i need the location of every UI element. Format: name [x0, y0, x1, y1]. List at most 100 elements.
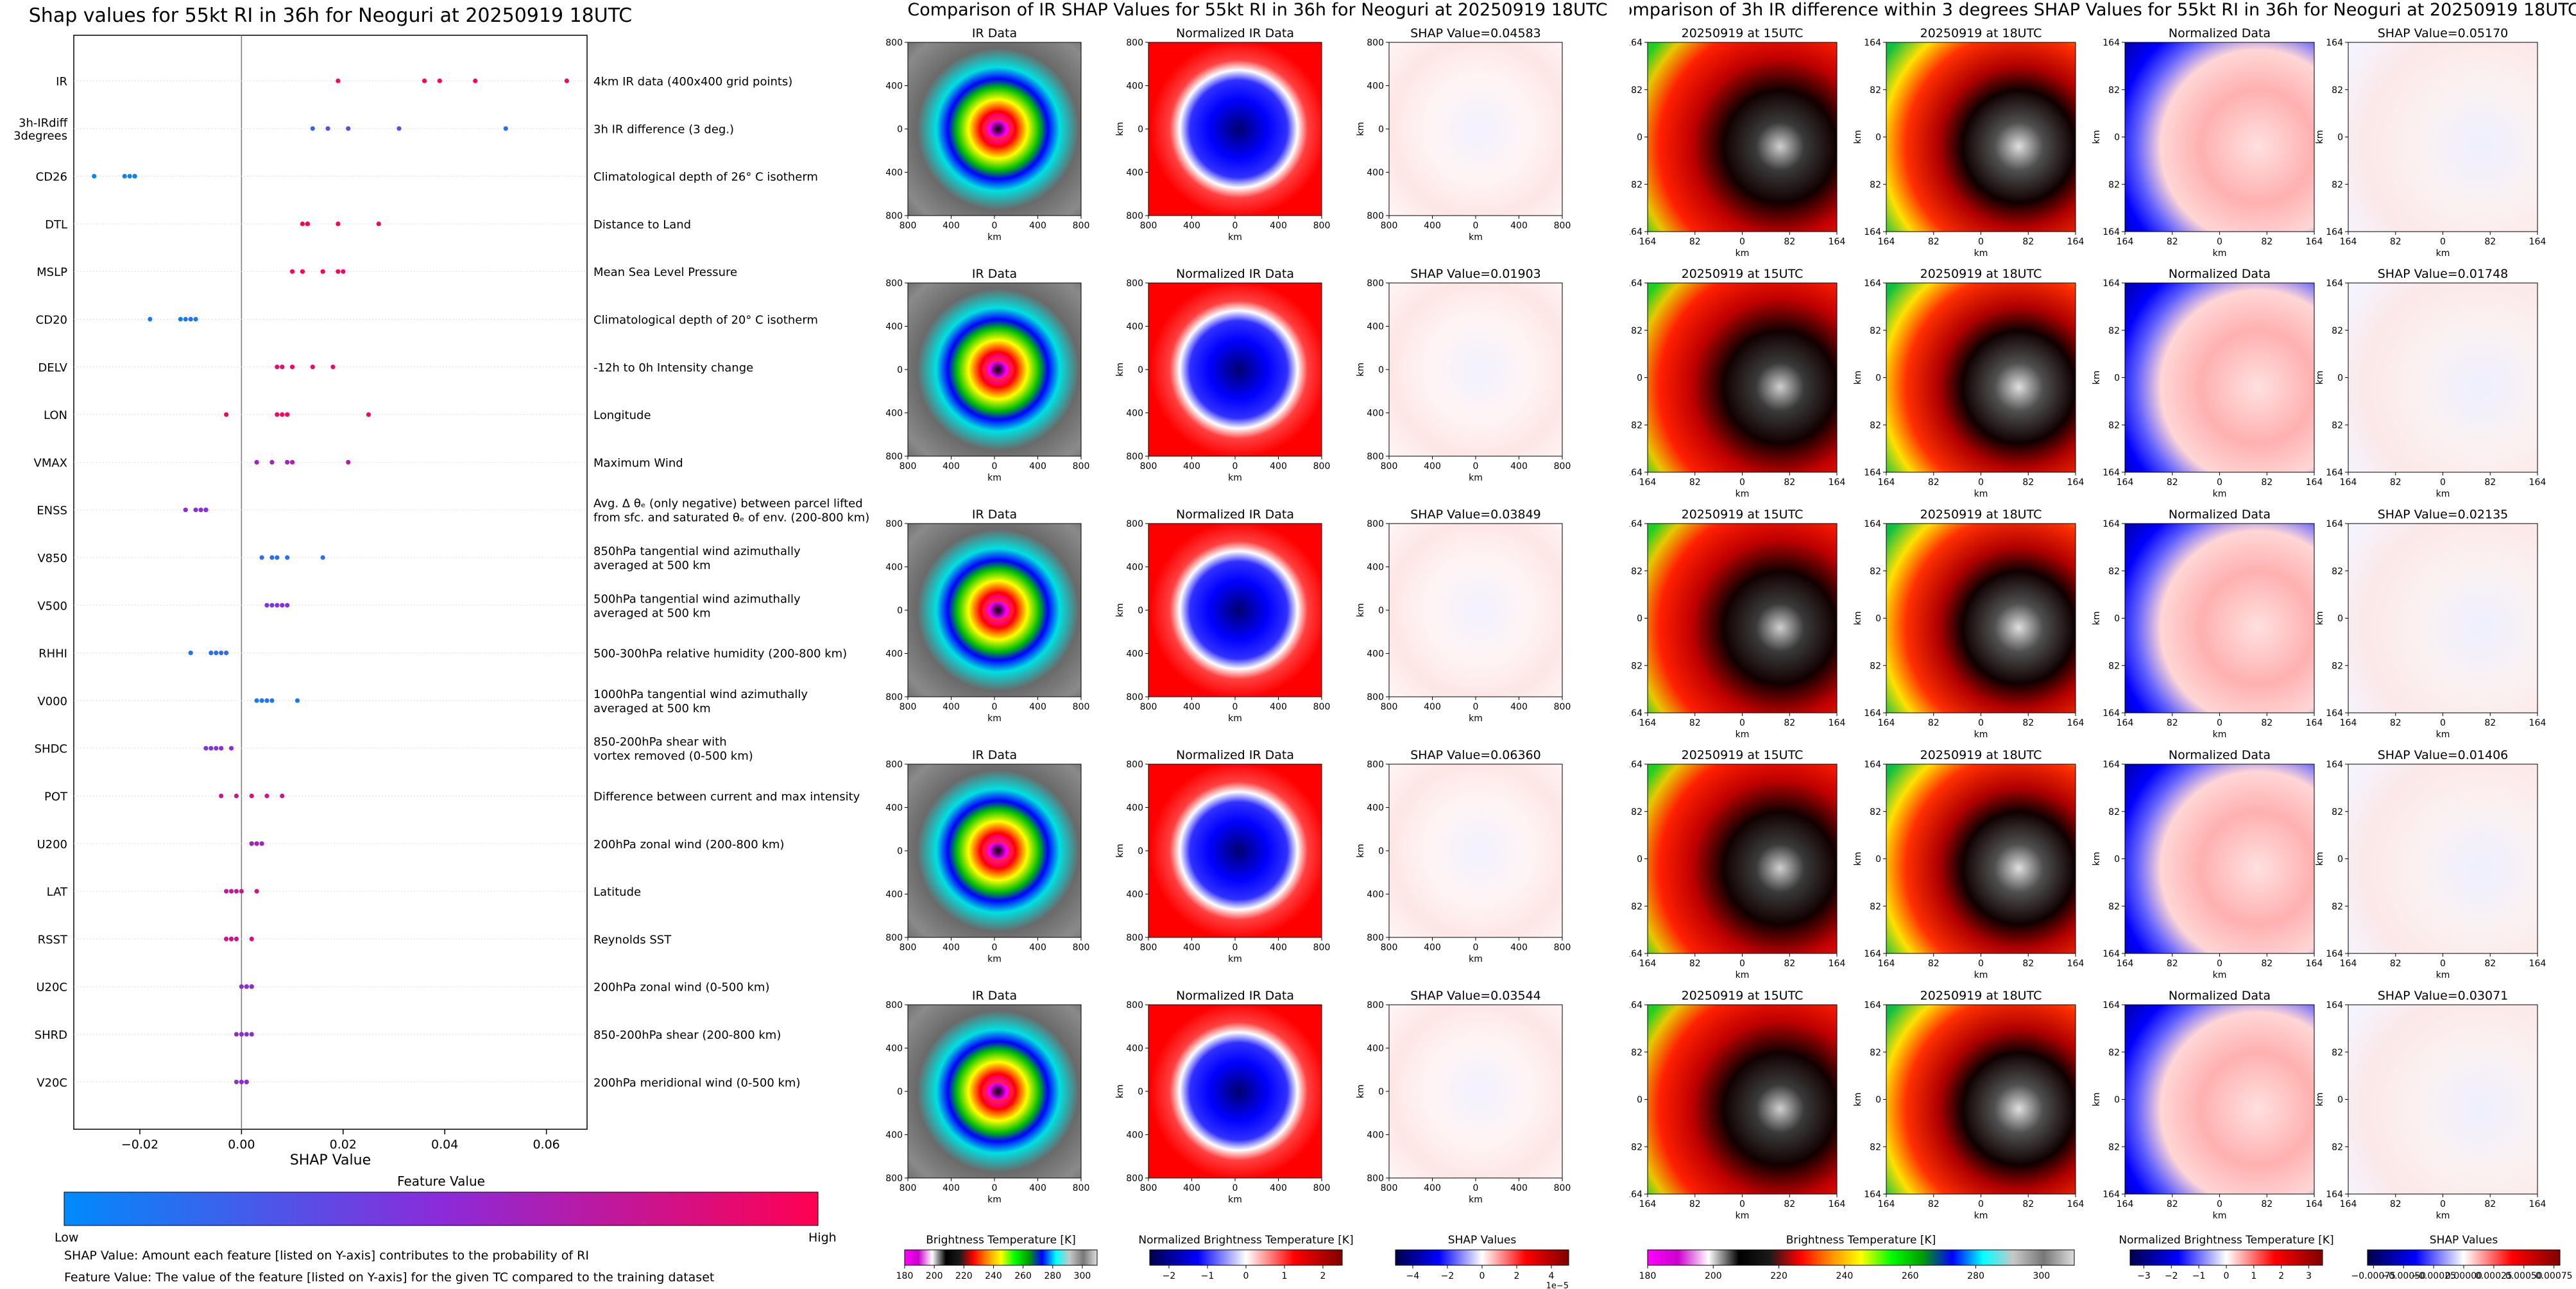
colorbar-tick-label: 300: [1074, 1271, 1091, 1281]
y-tick-label: 164: [1630, 227, 1642, 237]
shap-point: [473, 78, 478, 83]
y-tick-label: 164: [1630, 949, 1642, 959]
subplot-title: 20250919 at 15UTC: [1682, 989, 1804, 1003]
y-tick-label: 0: [897, 1087, 903, 1097]
y-tick-label: 82: [2332, 567, 2343, 577]
shap-point: [289, 364, 295, 370]
x-tick-label: 400: [943, 461, 960, 472]
x-tick-label: 0: [1978, 477, 1984, 488]
colorbar-tick-label: 0: [1243, 1271, 1249, 1281]
y-tick-label: 400: [1367, 322, 1384, 332]
x-tick-label: 164: [2067, 237, 2085, 247]
x-axis-label: km: [1974, 730, 1988, 740]
shap-point: [366, 412, 371, 417]
shap-point: [264, 698, 269, 703]
shap-point: [294, 698, 300, 703]
feature-name: LAT: [47, 885, 68, 899]
shap-point: [228, 889, 234, 894]
feature-description: 3h IR difference (3 deg.): [593, 123, 734, 136]
subplot-title: SHAP Value=0.02135: [2378, 508, 2509, 522]
shap-point: [280, 602, 285, 608]
feature-description: 200hPa zonal wind (200-800 km): [593, 838, 784, 851]
feature-name: V000: [37, 695, 67, 708]
x-tick-label: 82: [2261, 1199, 2273, 1209]
x-tick-label: 82: [2261, 477, 2273, 488]
shap-point: [275, 412, 280, 417]
feature-description: 850-200hPa shear with: [593, 735, 727, 749]
shap-point: [224, 936, 229, 941]
y-tick-label: 164: [2326, 1190, 2343, 1200]
shap-point: [437, 78, 442, 83]
x-tick-label: 400: [943, 943, 960, 953]
chart-title: Shap values for 55kt RI in 36h for Neogu…: [29, 4, 632, 27]
y-tick-label: 164: [2103, 278, 2120, 289]
y-tick-label: 400: [1367, 409, 1384, 419]
x-tick-label: 82: [2167, 237, 2178, 247]
y-tick-label: 82: [1631, 661, 1642, 671]
y-tick-label: 800: [885, 933, 903, 943]
x-tick-label: 82: [2390, 1199, 2401, 1209]
shap-point: [330, 364, 336, 370]
colorbar-tick-label: 0.00075: [2536, 1271, 2573, 1281]
x-axis-label: km: [1736, 730, 1750, 740]
subplot-title: SHAP Value=0.04583: [1410, 26, 1541, 40]
x-tick-label: 400: [1029, 943, 1046, 953]
x-axis-label: km: [1736, 489, 1750, 499]
colorbar-tick-label: 300: [2033, 1271, 2050, 1281]
x-axis-label: km: [1228, 232, 1242, 243]
x-tick-label: 400: [1424, 1183, 1441, 1193]
y-tick-label: 400: [1367, 81, 1384, 92]
x-tick-label: 800: [900, 221, 917, 231]
y-tick-label: 800: [1126, 452, 1143, 462]
x-axis-label: km: [1228, 473, 1242, 483]
x-tick-label: 800: [1313, 461, 1331, 472]
y-tick-label: 400: [885, 81, 903, 92]
y-tick-label: 400: [1126, 803, 1143, 814]
feature-description: averaged at 500 km: [593, 559, 711, 572]
x-tick-label: 82: [1689, 477, 1701, 488]
x-tick-label: 0: [2440, 718, 2446, 728]
colorbar-tick-label: −1: [1201, 1271, 1215, 1281]
y-tick-label: 400: [885, 322, 903, 332]
shap-point: [178, 316, 183, 322]
ir-shap-comparison: Comparison of IR SHAP Values for 55kt RI…: [885, 0, 1607, 1289]
colorbar-tick-label: −2: [2165, 1271, 2178, 1281]
x-tick-label: 800: [900, 702, 917, 712]
y-tick-label: 164: [2326, 1000, 2343, 1011]
colorbar-tick-label: 200: [926, 1271, 943, 1281]
x-axis-label: km: [1228, 954, 1242, 964]
colorbar-tick-label: 0.00000: [2445, 1271, 2482, 1281]
subplot-title: IR Data: [972, 267, 1017, 281]
image-map: [2125, 764, 2314, 953]
y-tick-label: 82: [1631, 1048, 1642, 1058]
x-tick-label: 164: [2306, 477, 2323, 488]
x-tick-label: 82: [2167, 477, 2178, 488]
x-tick-label: 164: [1639, 1199, 1657, 1209]
y-tick-label: 164: [1630, 760, 1642, 770]
image-map: [908, 524, 1081, 697]
x-tick-label: 0: [1233, 702, 1238, 712]
y-tick-label: 800: [885, 452, 903, 462]
shap-point: [219, 793, 224, 799]
x-tick-label: 82: [2484, 718, 2496, 728]
y-tick-label: 0: [1875, 1095, 1881, 1105]
feature-description: Climatological depth of 26° C isotherm: [593, 171, 818, 184]
x-axis-label: km: [2213, 730, 2227, 740]
y-tick-label: 82: [1870, 567, 1881, 577]
y-axis-label: km: [2092, 852, 2102, 866]
subplot-title: SHAP Value=0.03544: [1410, 989, 1541, 1003]
x-axis-label: km: [1228, 713, 1242, 724]
x-axis-label: km: [2436, 970, 2450, 980]
x-tick-label: 82: [2167, 1199, 2178, 1209]
y-tick-label: 0: [2337, 614, 2343, 624]
shap-point: [249, 936, 254, 941]
subplot-title: 20250919 at 15UTC: [1682, 508, 1804, 522]
x-axis-label: km: [1469, 713, 1483, 724]
colorbar-tick-label: 0.00050: [2505, 1271, 2543, 1281]
feature-name: DTL: [45, 218, 67, 232]
y-tick-label: 82: [2108, 180, 2120, 190]
y-tick-label: 164: [1864, 708, 1881, 719]
x-tick-label: 164: [2067, 718, 2085, 728]
x-axis-label: km: [1736, 1211, 1750, 1221]
x-tick-label: 82: [1928, 477, 1940, 488]
